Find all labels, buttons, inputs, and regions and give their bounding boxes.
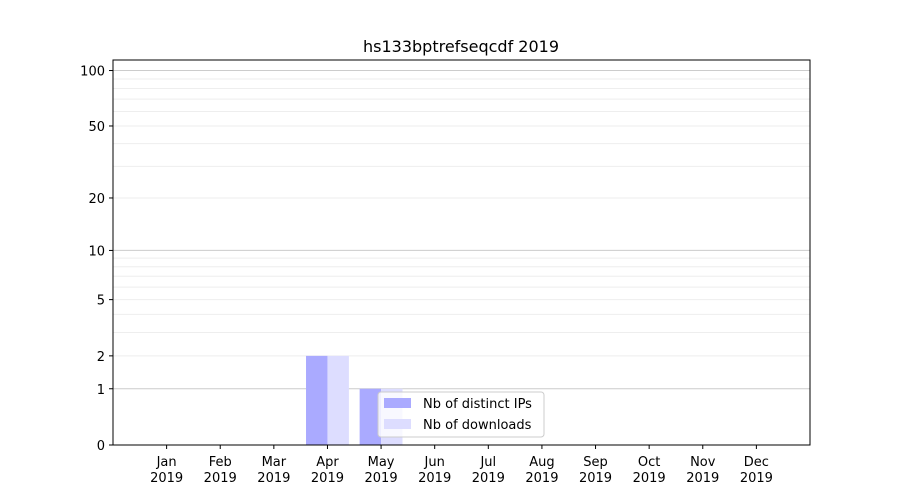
grid xyxy=(113,70,810,390)
x-tick-month: Nov xyxy=(690,455,716,470)
y-tick-label: 2 xyxy=(97,350,105,365)
x-axis: Jan2019Feb2019Mar2019Apr2019May2019Jun20… xyxy=(150,445,773,486)
x-tick-year: 2019 xyxy=(740,471,773,486)
x-tick-month: Mar xyxy=(262,455,287,470)
legend-box xyxy=(377,391,545,438)
x-tick-month: Apr xyxy=(316,455,339,470)
legend-label: Nb of distinct IPs xyxy=(423,397,532,412)
legend-label: Nb of downloads xyxy=(423,418,532,433)
bar-nb-of-downloads xyxy=(327,355,349,445)
legend-swatch xyxy=(384,419,411,429)
y-tick-label: 5 xyxy=(97,294,105,309)
legend: Nb of distinct IPs Nb of downloads xyxy=(377,391,545,438)
x-tick-month: Oct xyxy=(638,455,660,470)
y-axis: 0 1 2 5 10 20 50 100 xyxy=(80,65,113,454)
y-tick-label: 20 xyxy=(88,192,105,207)
y-tick-label: 50 xyxy=(88,120,105,135)
y-tick-label: 100 xyxy=(80,65,105,80)
x-tick-year: 2019 xyxy=(365,471,398,486)
x-tick-year: 2019 xyxy=(579,471,612,486)
bar-nb-of-distinct-ips xyxy=(306,355,328,445)
y-tick-label: 10 xyxy=(88,244,105,259)
y-tick-label: 0 xyxy=(97,439,105,454)
x-tick-month: Feb xyxy=(209,455,232,470)
x-tick-month: Jan xyxy=(156,455,177,470)
chart-title: hs133bptrefseqcdf 2019 xyxy=(363,37,559,56)
x-tick-year: 2019 xyxy=(686,471,719,486)
x-tick-year: 2019 xyxy=(311,471,344,486)
x-tick-month: May xyxy=(368,455,395,470)
bar-nb-of-distinct-ips xyxy=(359,388,382,445)
x-tick-year: 2019 xyxy=(204,471,237,486)
plot-frame xyxy=(112,59,811,446)
x-tick-year: 2019 xyxy=(472,471,505,486)
x-tick-month: Dec xyxy=(744,455,769,470)
x-tick-month: Aug xyxy=(529,455,554,470)
y-tick-label: 1 xyxy=(97,383,105,398)
x-tick-year: 2019 xyxy=(418,471,451,486)
x-tick-year: 2019 xyxy=(633,471,666,486)
x-tick-year: 2019 xyxy=(257,471,290,486)
legend-swatch xyxy=(384,398,411,408)
x-tick-month: Jun xyxy=(424,455,445,470)
x-tick-month: Sep xyxy=(583,455,608,470)
x-tick-year: 2019 xyxy=(525,471,558,486)
x-tick-month: Jul xyxy=(479,455,496,470)
x-tick-year: 2019 xyxy=(150,471,183,486)
